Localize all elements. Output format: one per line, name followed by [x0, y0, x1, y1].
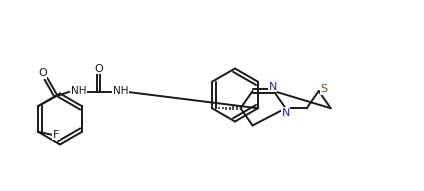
Text: NH: NH: [71, 86, 86, 96]
Text: NH: NH: [113, 86, 128, 96]
Text: F: F: [53, 130, 59, 140]
Text: N: N: [268, 82, 277, 91]
Text: O: O: [94, 64, 103, 74]
Text: N: N: [282, 108, 290, 118]
Text: O: O: [38, 68, 47, 78]
Text: S: S: [321, 84, 328, 94]
